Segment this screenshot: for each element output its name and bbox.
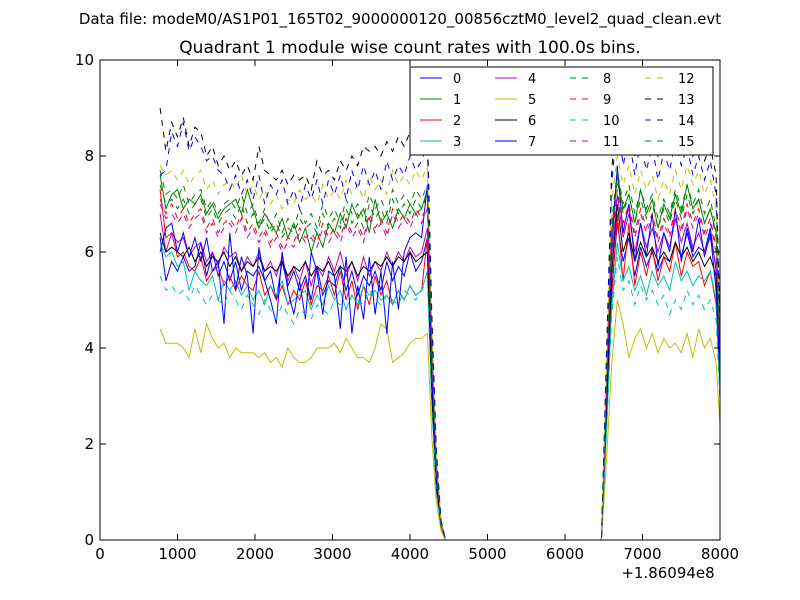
- legend-label-6: 6: [528, 114, 536, 129]
- legend-label-5: 5: [528, 93, 536, 108]
- series-line-6: [159, 203, 720, 540]
- x-tick-label: 2000: [236, 545, 274, 563]
- legend-label-12: 12: [678, 72, 695, 87]
- x-tick-label: 4000: [391, 545, 429, 563]
- series-line-12: [159, 155, 720, 540]
- series-line-10: [159, 256, 720, 540]
- series-line-5: [159, 299, 720, 540]
- series-line-7: [159, 165, 720, 540]
- series-line-2: [159, 189, 720, 540]
- legend-label-7: 7: [528, 135, 536, 150]
- y-tick-label: 0: [84, 531, 94, 549]
- legend-label-9: 9: [603, 93, 611, 108]
- series-line-11: [159, 194, 720, 540]
- x-tick-label: 7000: [623, 545, 661, 563]
- x-tick-label: 8000: [701, 545, 739, 563]
- legend-label-0: 0: [453, 72, 461, 87]
- legend-label-8: 8: [603, 72, 611, 87]
- y-tick-label: 6: [84, 243, 94, 261]
- plot-series: [159, 93, 720, 540]
- legend-label-4: 4: [528, 72, 536, 87]
- legend-label-3: 3: [453, 135, 461, 150]
- x-tick-label: 6000: [546, 545, 584, 563]
- legend-label-2: 2: [453, 114, 461, 129]
- x-tick-label: 3000: [313, 545, 351, 563]
- series-line-3: [159, 242, 720, 540]
- legend-label-10: 10: [603, 114, 620, 129]
- legend-label-11: 11: [603, 135, 620, 150]
- series-line-14: [159, 112, 720, 540]
- series-line-9: [159, 189, 720, 540]
- y-tick-label: 2: [84, 435, 94, 453]
- series-line-8: [159, 170, 720, 540]
- x-tick-label: 0: [95, 545, 105, 563]
- legend-label-15: 15: [678, 135, 695, 150]
- y-tick-label: 4: [84, 339, 94, 357]
- series-line-15: [159, 179, 720, 540]
- legend-label-1: 1: [453, 93, 461, 108]
- legend-box: [409, 66, 714, 156]
- x-tick-label: 1000: [158, 545, 196, 563]
- legend-label-13: 13: [678, 93, 695, 108]
- chart-title: Quadrant 1 module wise count rates with …: [179, 38, 640, 58]
- x-tick-label: 5000: [468, 545, 506, 563]
- x-offset-label: +1.86094e8: [621, 564, 714, 582]
- y-tick-label: 8: [84, 147, 94, 165]
- legend-label-14: 14: [678, 114, 695, 129]
- figure-suptitle: Data file: modeM0/AS1P01_165T02_90000001…: [79, 10, 721, 29]
- y-tick-label: 10: [75, 51, 94, 69]
